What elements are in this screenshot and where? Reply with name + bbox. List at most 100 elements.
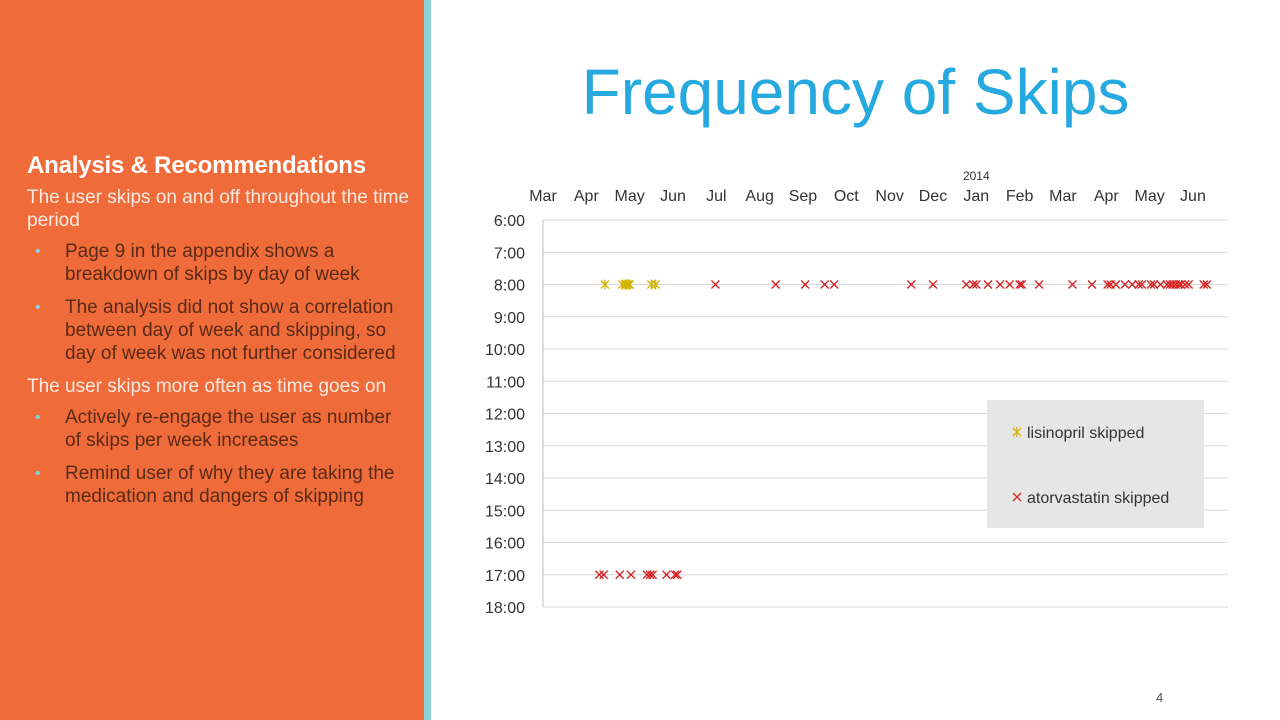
scatter-point: [820, 280, 830, 289]
scatter-point: [1134, 280, 1144, 289]
scatter-point: [623, 279, 633, 290]
left-panel: [0, 0, 424, 720]
sidebar-heading: Analysis & Recommendations: [27, 152, 366, 179]
sidebar-paragraph-1: The user skips on and off throughout the…: [27, 187, 409, 231]
x-tick-label: Mar: [529, 188, 557, 205]
bullet-item: • Page 9 in the appendix shows a breakdow…: [27, 240, 412, 286]
scatter-point: [1202, 280, 1212, 289]
bullet-text: Page 9 in the appendix shows a breakdown…: [65, 241, 360, 285]
legend-box: [987, 400, 1204, 528]
bullet-icon: •: [35, 465, 41, 482]
scatter-point: [1017, 280, 1027, 289]
scatter-point: [1146, 280, 1156, 289]
legend-marker: [1012, 492, 1022, 502]
y-tick-label: 8:00: [494, 278, 525, 295]
y-tick-label: 15:00: [485, 503, 525, 520]
scatter-point: [672, 570, 682, 580]
sidebar-content: Analysis & Recommendations The user skip…: [27, 152, 412, 518]
scatter-point: [1149, 280, 1159, 289]
scatter-point: [1176, 280, 1186, 289]
scatter-point: [626, 570, 636, 580]
y-tick-label: 18:00: [485, 600, 525, 617]
x-tick-label: Sep: [789, 188, 818, 205]
y-tick-label: 6:00: [494, 213, 525, 230]
scatter-point: [1155, 280, 1165, 289]
scatter-point: [1120, 280, 1130, 289]
y-tick-label: 12:00: [485, 407, 525, 424]
y-tick-label: 7:00: [494, 245, 525, 262]
y-tick-label: 13:00: [485, 439, 525, 456]
scatter-point: [662, 570, 671, 580]
bullet-item: • Actively re-engage the user as number o…: [27, 406, 412, 452]
x-tick-label: May: [1135, 188, 1165, 205]
scatter-point: [594, 570, 604, 580]
bullet-item: • Remind user of why they are taking the …: [27, 462, 412, 508]
x-tick-label: Jul: [706, 188, 726, 205]
legend-label: atorvastatin skipped: [1027, 490, 1169, 507]
x-tick-label: Jan: [963, 188, 989, 205]
scatter-point: [1174, 280, 1184, 289]
scatter-point: [1111, 280, 1121, 289]
x-tick-label: Jun: [1180, 188, 1206, 205]
x-tick-label: Feb: [1006, 188, 1034, 205]
scatter-point: [1005, 280, 1015, 289]
x-tick-label: Jun: [660, 188, 686, 205]
bullet-icon: •: [35, 299, 41, 316]
bullet-text: Actively re-engage the user as number of…: [65, 407, 392, 451]
y-tick-label: 14:00: [485, 471, 525, 488]
scatter-point: [1068, 280, 1077, 289]
scatter-point: [1180, 280, 1190, 289]
y-tick-label: 17:00: [485, 568, 525, 585]
scatter-point: [829, 280, 839, 289]
bullet-list-2: • Actively re-engage the user as number o…: [27, 406, 412, 508]
scatter-point: [928, 280, 938, 289]
y-tick-label: 10:00: [485, 342, 525, 359]
scatter-point: [670, 570, 680, 580]
scatter-point: [971, 280, 981, 289]
scatter-point: [995, 280, 1005, 289]
sidebar-paragraph-2: The user skips more often as time goes o…: [27, 376, 387, 397]
scatter-point: [648, 570, 658, 580]
scatter-point: [625, 279, 635, 290]
y-tick-label: 16:00: [485, 536, 525, 553]
scatter-point: [1184, 280, 1194, 289]
x-tick-label: Oct: [834, 188, 859, 205]
bullet-icon: •: [35, 243, 41, 260]
scatter-point: [645, 570, 655, 580]
scatter-point: [600, 279, 610, 290]
scatter-point: [906, 280, 916, 289]
scatter-point: [983, 280, 993, 289]
scatter-point: [615, 570, 625, 580]
x-tick-label: Mar: [1049, 188, 1077, 205]
x-tick-label: Aug: [745, 188, 773, 205]
scatter-point: [599, 570, 609, 580]
scatter-point: [1034, 280, 1044, 289]
legend-label: lisinopril skipped: [1027, 425, 1144, 442]
bullet-item: • The analysis did not show a correlation…: [27, 296, 412, 365]
scatter-point: [771, 280, 781, 289]
bullet-text: The analysis did not show a correlation …: [65, 297, 396, 364]
x-tick-label: Nov: [875, 188, 903, 205]
x-tick-label: Dec: [919, 188, 947, 205]
x-tick-label: May: [615, 188, 645, 205]
scatter-point: [961, 280, 971, 289]
y-tick-label: 9:00: [494, 310, 525, 327]
x-year-label: 2014: [963, 169, 990, 183]
scatter-point: [1103, 280, 1113, 289]
legend-marker: [1012, 427, 1022, 437]
bullet-list-1: • Page 9 in the appendix shows a breakdow…: [27, 240, 412, 365]
bullet-icon: •: [35, 409, 41, 426]
scatter-point: [651, 279, 661, 290]
skips-scatter-chart: 6:00 7:00 8:00 9:00 10:00 11:00 12:00 13:00 14:0…: [485, 169, 1228, 617]
page-number: 4: [1156, 690, 1164, 705]
scatter-point: [710, 280, 720, 289]
scatter-point: [968, 280, 978, 289]
accent-divider: [424, 0, 431, 720]
scatter-point: [646, 279, 656, 290]
y-tick-label: 11:00: [486, 374, 525, 391]
scatter-point: [1137, 280, 1147, 289]
scatter-point: [1199, 280, 1209, 289]
x-tick-label: Apr: [1094, 188, 1120, 205]
scatter-point: [1015, 280, 1025, 289]
x-tick-label: Apr: [574, 188, 600, 205]
